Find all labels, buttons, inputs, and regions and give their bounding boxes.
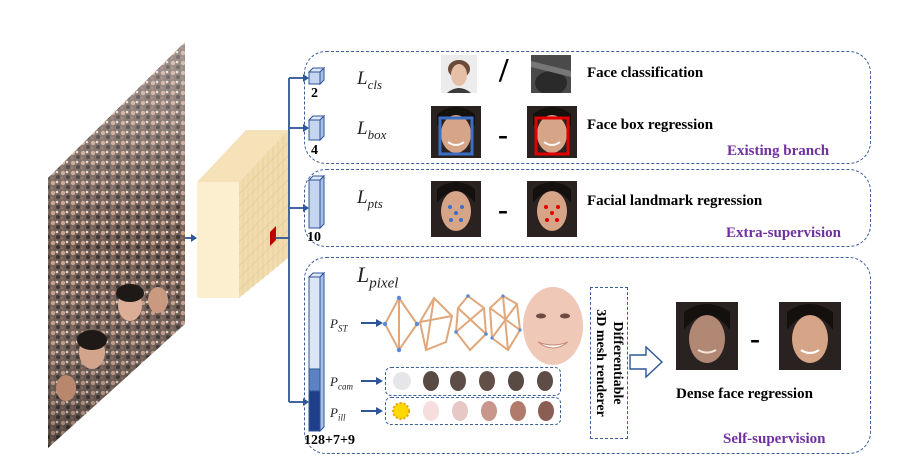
- loss-pixel: Lpixel: [357, 262, 399, 292]
- face-classification-label: Face classification: [587, 65, 704, 81]
- existing-branch-label: Existing branch: [727, 143, 830, 159]
- pixel-separator: -: [750, 322, 760, 355]
- param-cam-label: Pcam: [330, 374, 353, 392]
- face-box-regression-label: Face box regression: [587, 117, 714, 133]
- loss-box: Lbox: [357, 118, 387, 142]
- pts-separator: -: [498, 193, 508, 226]
- loss-pts: Lpts: [357, 187, 383, 211]
- channels-pixel: 128+7+9: [304, 433, 355, 448]
- face-box-gt-thumb: [527, 106, 577, 158]
- self-supervision-box: [304, 257, 871, 454]
- existing-branch-box: [304, 51, 871, 164]
- param-st-label: PST: [330, 316, 348, 334]
- channels-cls: 2: [311, 86, 318, 101]
- channels-box: 4: [311, 143, 318, 158]
- mesh-renderer-box: Differentiable 3D mesh renderer: [590, 287, 628, 439]
- landmark-pred-thumb: [431, 181, 481, 237]
- face-negative-thumb: [531, 55, 571, 93]
- extra-supervision-box: [304, 169, 871, 247]
- mesh-renderer-label: Differentiable 3D mesh renderer: [593, 309, 625, 417]
- dense-gt-thumb: [779, 302, 841, 370]
- box-separator: -: [498, 118, 508, 151]
- camera-params-strip: [385, 367, 561, 396]
- extra-supervision-label: Extra-supervision: [726, 225, 842, 241]
- loss-cls: Lcls: [357, 68, 383, 92]
- cls-separator: /: [499, 52, 509, 89]
- dense-pred-thumb: [676, 302, 738, 370]
- param-ill-label: Pill: [330, 405, 346, 423]
- illumination-params-strip: [385, 397, 561, 425]
- landmark-regression-label: Facial landmark regression: [587, 193, 763, 209]
- feature-map-block: [197, 130, 289, 298]
- dense-regression-label: Dense face regression: [676, 386, 813, 402]
- face-box-pred-thumb: [431, 106, 481, 158]
- channels-pts: 10: [307, 230, 321, 245]
- self-supervision-label: Self-supervision: [723, 431, 826, 447]
- landmark-gt-thumb: [527, 181, 577, 237]
- face-positive-thumb: [441, 55, 477, 93]
